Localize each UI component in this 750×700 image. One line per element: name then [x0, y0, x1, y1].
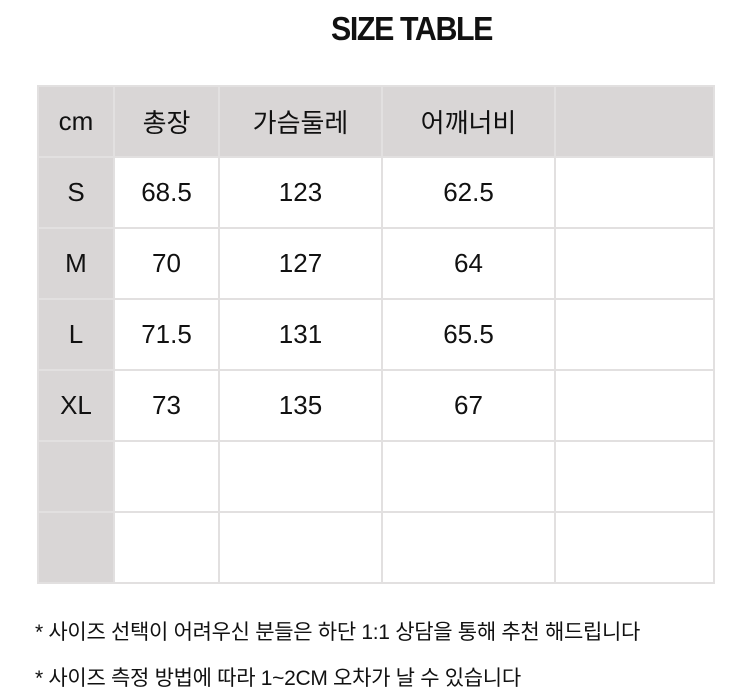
table-cell: [554, 511, 715, 584]
column-header: [554, 85, 715, 158]
table-row: XL 73 135 67: [37, 369, 715, 442]
size-table: cm 총장 가슴둘레 어깨너비 S 68.5 123 62.5 M 70 127 64 L 71.5 131…: [37, 85, 715, 584]
table-header-row: cm 총장 가슴둘레 어깨너비: [37, 85, 715, 158]
size-label-cell: L: [37, 298, 115, 371]
table-cell: [381, 440, 556, 513]
table-cell: 135: [218, 369, 383, 442]
table-cell: [554, 369, 715, 442]
size-label-cell: M: [37, 227, 115, 300]
table-row: [37, 440, 715, 513]
column-header: cm: [37, 85, 115, 158]
table-cell: 64: [381, 227, 556, 300]
table-cell: [554, 227, 715, 300]
table-row: [37, 511, 715, 584]
size-recommend-note: * 사이즈 선택이 어려우신 분들은 하단 1:1 상담을 통해 추천 해드립니…: [35, 621, 641, 644]
size-label-cell: [37, 511, 115, 584]
column-header: 어깨너비: [381, 85, 556, 158]
size-label-cell: XL: [37, 369, 115, 442]
table-cell: [554, 440, 715, 513]
table-cell: 68.5: [113, 156, 220, 229]
table-cell: [113, 440, 220, 513]
table-row: L 71.5 131 65.5: [37, 298, 715, 371]
table-cell: 70: [113, 227, 220, 300]
table-cell: 67: [381, 369, 556, 442]
size-label-cell: [37, 440, 115, 513]
column-header: 가슴둘레: [218, 85, 383, 158]
table-cell: [381, 511, 556, 584]
table-cell: 71.5: [113, 298, 220, 371]
table-cell: [554, 298, 715, 371]
table-row: S 68.5 123 62.5: [37, 156, 715, 229]
table-cell: 73: [113, 369, 220, 442]
table-row: M 70 127 64: [37, 227, 715, 300]
table-cell: 131: [218, 298, 383, 371]
column-header: 총장: [113, 85, 220, 158]
size-tolerance-note: * 사이즈 측정 방법에 따라 1~2CM 오차가 날 수 있습니다: [35, 667, 521, 690]
table-cell: 123: [218, 156, 383, 229]
table-cell: 127: [218, 227, 383, 300]
size-label-cell: S: [37, 156, 115, 229]
table-cell: [554, 156, 715, 229]
table-cell: [218, 511, 383, 584]
table-cell: 62.5: [381, 156, 556, 229]
table-cell: [113, 511, 220, 584]
table-cell: [218, 440, 383, 513]
table-cell: 65.5: [381, 298, 556, 371]
page-title: SIZE TABLE: [331, 10, 493, 47]
